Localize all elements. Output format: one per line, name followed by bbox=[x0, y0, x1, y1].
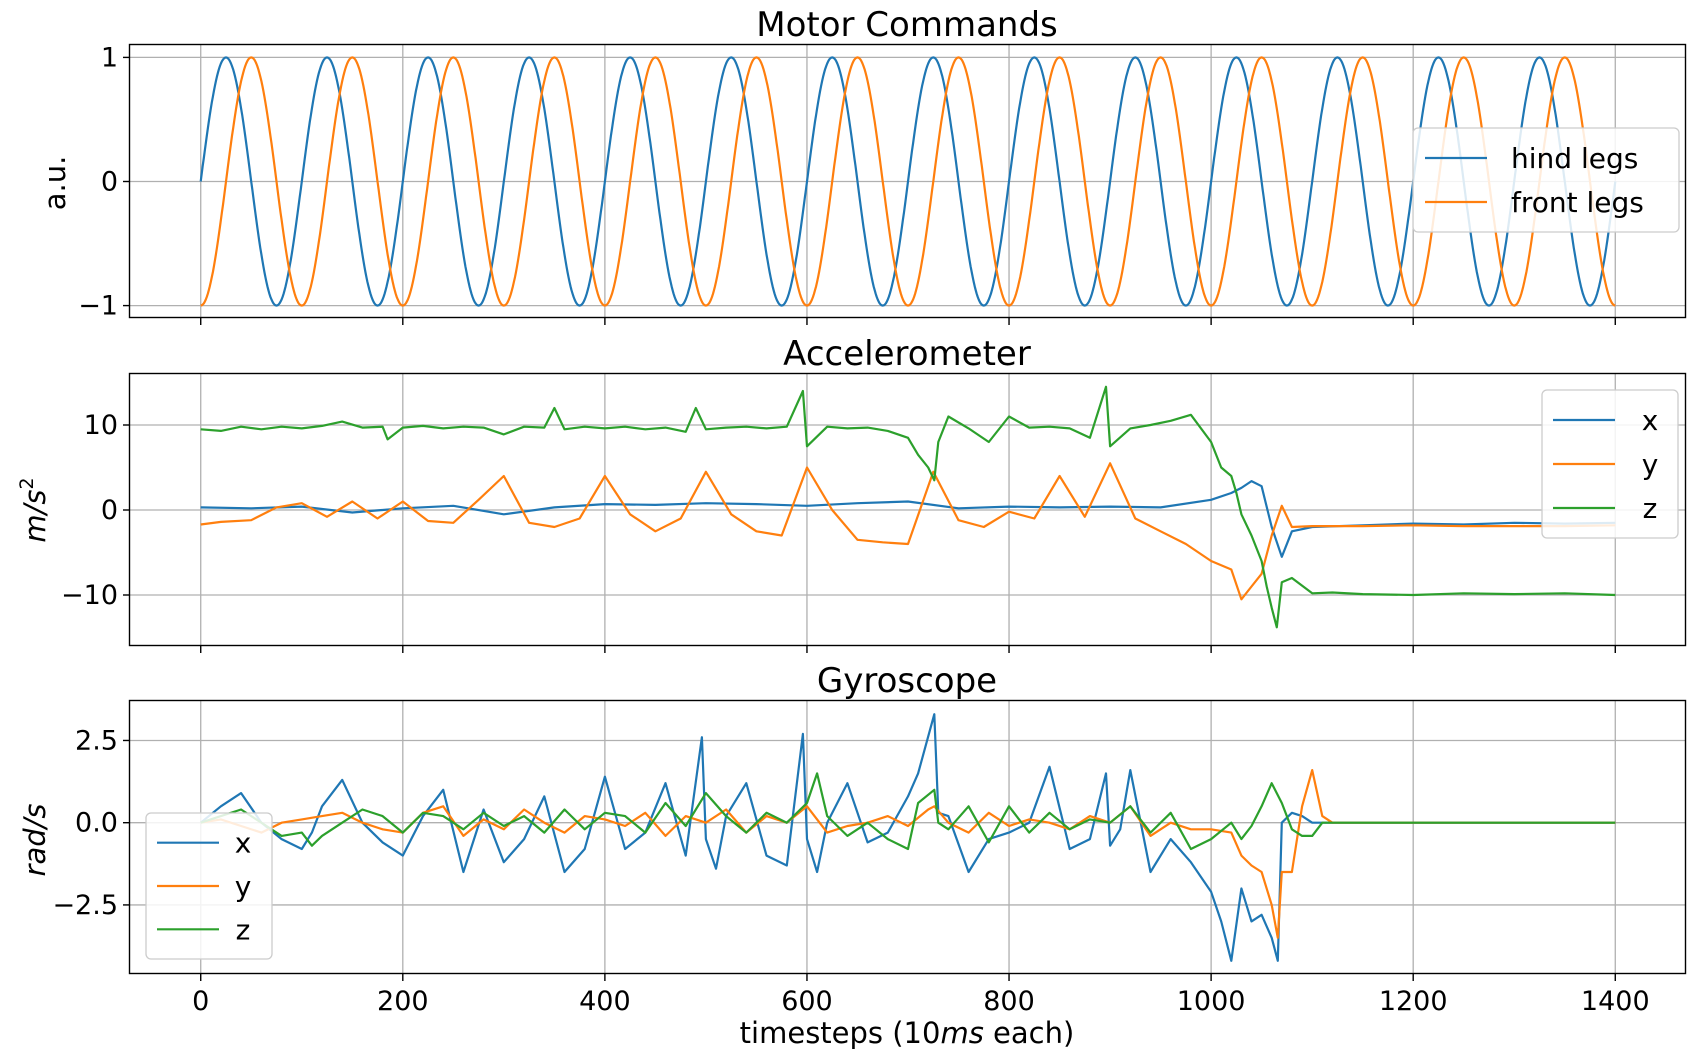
y-tick-label: 0 bbox=[101, 167, 118, 198]
y-tick-label: 0 bbox=[101, 495, 118, 526]
x-tick-label: 1200 bbox=[1379, 986, 1448, 1017]
accelerometer-panel: Accelerometer −10 0 10 m/s2 xyz bbox=[16, 334, 1687, 653]
series-line-y bbox=[200, 462, 1616, 601]
x-tick-label: 1400 bbox=[1581, 986, 1650, 1017]
series-line-x bbox=[200, 713, 1616, 962]
accelerometer-ylabel-main: m/s bbox=[18, 489, 52, 542]
series-line-front-legs bbox=[200, 56, 1616, 307]
gyroscope-ylabel: rad/s bbox=[18, 804, 52, 877]
gyroscope-panel: Gyroscope 0 200 400 600 800 1000 1200 1400−2.50… bbox=[18, 661, 1687, 1050]
accelerometer-ticks: −10 0 10 bbox=[61, 410, 1616, 653]
accelerometer-series bbox=[200, 385, 1616, 629]
series-line-hind-legs bbox=[199, 56, 1617, 307]
legend-label: z bbox=[236, 913, 251, 946]
xlabel-unit: ms bbox=[940, 1016, 983, 1050]
xlabel-post: each) bbox=[984, 1016, 1074, 1050]
y-tick-label: −10 bbox=[61, 580, 118, 611]
motor-commands-ticks: −1 0 1 bbox=[78, 42, 1616, 325]
gyroscope-xlabel: timesteps (10ms each) bbox=[740, 1016, 1075, 1050]
x-tick-label: 600 bbox=[781, 986, 833, 1017]
legend-label: x bbox=[1642, 404, 1659, 437]
accelerometer-title: Accelerometer bbox=[783, 334, 1031, 374]
motor-commands-ylabel: a.u. bbox=[38, 156, 72, 211]
legend-label: y bbox=[235, 870, 252, 903]
gyroscope-frame bbox=[128, 699, 1687, 975]
accelerometer-ylabel-sup: 2 bbox=[16, 477, 38, 489]
gyroscope-grid bbox=[130, 701, 1686, 974]
x-tick-label: 800 bbox=[983, 986, 1035, 1017]
motor-commands-frame bbox=[128, 43, 1687, 319]
series-line-z bbox=[200, 772, 1616, 851]
y-tick-label: −2.5 bbox=[52, 890, 118, 921]
series-line-x bbox=[200, 480, 1616, 558]
accelerometer-legend: xyz bbox=[1541, 389, 1679, 539]
accelerometer-frame bbox=[128, 372, 1687, 647]
gyroscope-title: Gyroscope bbox=[817, 661, 997, 701]
y-tick-label: 10 bbox=[84, 410, 118, 441]
motor-commands-series bbox=[199, 56, 1617, 307]
x-tick-label: 1000 bbox=[1177, 986, 1246, 1017]
motor-commands-legend: hind legs front legs bbox=[1412, 127, 1680, 233]
series-line-y bbox=[200, 769, 1616, 939]
legend-box bbox=[1412, 127, 1680, 233]
gyroscope-legend: xyz bbox=[145, 812, 273, 960]
accelerometer-ylabel: m/s2 bbox=[16, 477, 52, 542]
gyroscope-ticks: 0 200 400 600 800 1000 1200 1400 −2.5 0.0 2.5 bbox=[52, 725, 1649, 1017]
x-tick-label: 400 bbox=[579, 986, 631, 1017]
motor-commands-panel: Motor Commands −1 0 1 a.u. hind legs front … bbox=[38, 5, 1687, 325]
x-tick-label: 0 bbox=[192, 986, 209, 1017]
x-tick-label: 200 bbox=[377, 986, 429, 1017]
series-line-z bbox=[200, 385, 1616, 629]
legend-label: z bbox=[1643, 492, 1658, 525]
legend-label: y bbox=[1642, 448, 1659, 481]
motor-commands-title: Motor Commands bbox=[756, 5, 1058, 45]
legend-label: hind legs bbox=[1511, 142, 1638, 175]
legend-label: x bbox=[235, 827, 252, 860]
legend-label: front legs bbox=[1511, 186, 1644, 219]
y-tick-label: 0.0 bbox=[75, 808, 118, 839]
y-tick-label: 1 bbox=[101, 42, 118, 73]
y-tick-label: −1 bbox=[78, 291, 118, 322]
y-tick-label: 2.5 bbox=[75, 725, 118, 756]
xlabel-pre: timesteps (10 bbox=[740, 1016, 941, 1050]
gyroscope-series bbox=[200, 713, 1616, 962]
